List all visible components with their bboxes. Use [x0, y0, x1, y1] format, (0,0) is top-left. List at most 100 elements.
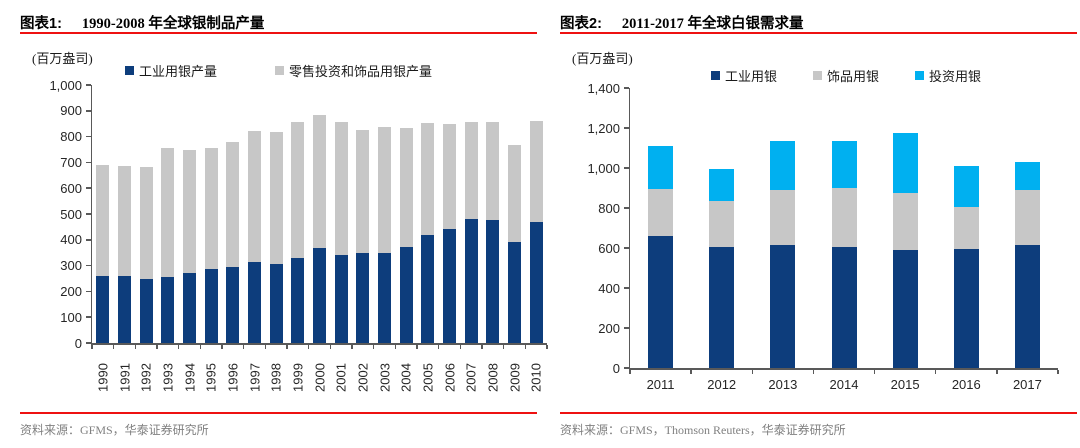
- x-tick-mark: [221, 344, 223, 349]
- x-tick-mark: [177, 344, 180, 349]
- x-axis-label: 1994: [182, 363, 197, 392]
- bar-segment-2008-s1: [486, 121, 500, 221]
- x-tick-mark: [873, 369, 876, 374]
- figure2-label: 图表2:: [560, 16, 602, 32]
- x-axis-label: 2005: [420, 363, 436, 392]
- legend-label: 投资用银: [929, 69, 982, 84]
- x-tick-mark: [91, 344, 93, 349]
- y-axis-label: 400: [598, 280, 620, 296]
- x-tick-mark: [690, 369, 692, 374]
- bar-segment-1990-s1: [96, 164, 110, 276]
- figure2-unit-label: (百万盎司): [572, 51, 633, 66]
- x-axis-label: 2004: [398, 363, 414, 392]
- x-tick-mark: [112, 344, 115, 349]
- x-tick-mark: [437, 344, 440, 349]
- bar-segment-2002-s0: [356, 253, 370, 343]
- x-tick-mark: [996, 369, 998, 374]
- bar-segment-1993-s0: [161, 276, 175, 343]
- figure2-source: 资料来源：GFMS，Thomson Reuters，华泰证券研究所: [560, 423, 846, 437]
- figure2-title-text: 2011-2017 年全球白银需求量: [621, 16, 804, 32]
- legend-item: 工业用银产量: [124, 61, 217, 80]
- x-tick-mark: [394, 344, 397, 349]
- bar-segment-2011-s1: [648, 189, 674, 236]
- bar-segment-2007-s0: [464, 219, 478, 343]
- x-axis-label: 1997: [247, 363, 262, 392]
- figure-panel-2: 图表2: 2011-2017 年全球白银需求量 (百万盎司) 工业用银 饰品用银 投资…: [560, 0, 1077, 448]
- y-axis-label: 400: [60, 232, 82, 248]
- bar-segment-2016-s0: [953, 249, 979, 368]
- x-tick-mark: [502, 344, 505, 349]
- bar-segment-2016-s1: [953, 207, 979, 249]
- figure1-title-underline: [20, 32, 537, 34]
- bar-segment-2016-s2: [953, 166, 979, 207]
- y-axis-label: 100: [60, 309, 82, 325]
- y-tick-mark: [623, 247, 629, 249]
- bar-segment-1996-s1: [226, 141, 240, 267]
- figure2-source-rule: [560, 412, 1077, 414]
- bar-segment-2001-s1: [334, 121, 348, 256]
- x-axis-label: 1995: [203, 363, 219, 392]
- x-tick-mark: [481, 344, 483, 349]
- x-axis-label: 1990: [95, 363, 111, 392]
- bar-segment-2011-s2: [648, 146, 674, 189]
- bar-segment-2017-s2: [1014, 161, 1040, 190]
- y-tick-mark: [623, 367, 629, 369]
- figure2-title-underline: [560, 32, 1077, 34]
- x-tick-mark: [934, 369, 937, 374]
- x-axis-label: 1993: [160, 363, 176, 392]
- y-tick-mark: [85, 316, 91, 318]
- bar-segment-1991-s0: [118, 275, 131, 343]
- y-tick-mark: [85, 213, 91, 215]
- x-axis-label: 2007: [463, 363, 479, 392]
- y-tick-mark: [85, 342, 91, 344]
- bar-segment-1993-s1: [161, 148, 175, 277]
- x-tick-mark: [156, 344, 158, 349]
- y-tick-mark: [623, 327, 629, 329]
- x-axis-line: [90, 343, 547, 345]
- figure1-chart: 0 100 200 300 400 500 600 700 800 900 1,000 1990 199…: [20, 0, 548, 448]
- bar-segment-2004-s0: [399, 247, 413, 343]
- y-axis-label: 1,000: [49, 77, 82, 93]
- bar-segment-1998-s1: [269, 131, 283, 265]
- x-tick-mark: [629, 369, 631, 374]
- bar-segment-2009-s1: [508, 144, 521, 243]
- bar-segment-2013-s2: [770, 140, 796, 190]
- legend-swatch-icon: [915, 71, 924, 80]
- x-tick-mark: [524, 344, 527, 349]
- bar-segment-2015-s2: [892, 133, 918, 193]
- x-tick-mark: [372, 344, 375, 349]
- x-tick-mark: [199, 344, 202, 349]
- y-tick-mark: [85, 110, 91, 112]
- y-tick-mark: [85, 239, 91, 241]
- y-tick-mark: [623, 87, 629, 89]
- bar-segment-2007-s1: [464, 121, 478, 220]
- bar-segment-1997-s1: [248, 130, 261, 263]
- x-axis-label: 1992: [138, 363, 154, 392]
- bar-segment-1992-s1: [139, 167, 153, 279]
- bar-segment-2001-s0: [334, 255, 348, 343]
- y-tick-mark: [623, 207, 629, 209]
- bar-segment-1991-s1: [118, 166, 131, 276]
- legend-item: 饰品用银: [812, 66, 879, 85]
- bar-segment-1994-s0: [183, 272, 196, 343]
- figure-panel-1: 图表1: 1990-2008 年全球银制品产量 (百万盎司) 工业用银产量 零售投资…: [20, 0, 548, 448]
- x-axis-label: 2017: [1012, 377, 1042, 392]
- x-axis-line: [628, 368, 1058, 370]
- bar-segment-2009-s0: [508, 242, 521, 343]
- legend-swatch-icon: [812, 71, 822, 80]
- y-tick-mark: [85, 161, 91, 164]
- bar-segment-1999-s0: [291, 257, 305, 343]
- y-tick-mark: [623, 127, 629, 129]
- figure1-label: 图表1:: [20, 16, 62, 32]
- x-tick-mark: [134, 344, 137, 349]
- x-axis-label: 1999: [290, 363, 306, 392]
- bar-segment-1995-s0: [204, 269, 218, 343]
- legend-swatch-icon: [710, 71, 720, 80]
- y-axis-label: 800: [598, 200, 620, 216]
- y-axis-label: 900: [60, 103, 82, 119]
- bar-segment-2006-s0: [443, 229, 456, 343]
- legend-swatch-icon: [275, 66, 284, 75]
- bar-segment-2011-s0: [648, 236, 674, 368]
- x-axis-label: 2013: [768, 377, 798, 392]
